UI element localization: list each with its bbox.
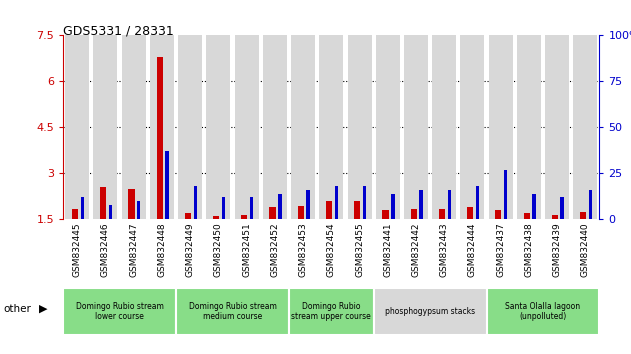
Bar xyxy=(176,288,289,335)
Bar xyxy=(560,198,564,219)
Text: GSM832441: GSM832441 xyxy=(383,223,392,277)
Text: GSM832455: GSM832455 xyxy=(355,223,364,278)
Text: GSM832450: GSM832450 xyxy=(214,223,223,278)
Bar xyxy=(291,35,315,219)
Bar xyxy=(109,205,112,219)
Bar xyxy=(487,288,599,335)
Bar xyxy=(235,35,259,219)
Text: GSM832440: GSM832440 xyxy=(581,223,590,277)
Bar xyxy=(334,186,338,219)
Bar xyxy=(404,35,428,219)
Text: Domingo Rubio
stream upper course: Domingo Rubio stream upper course xyxy=(292,302,371,321)
Bar xyxy=(488,35,512,219)
Bar xyxy=(363,186,366,219)
Bar xyxy=(420,190,423,219)
Bar xyxy=(100,187,106,219)
Bar xyxy=(391,194,394,219)
Bar xyxy=(307,190,310,219)
Text: GDS5331 / 28331: GDS5331 / 28331 xyxy=(63,25,174,38)
Bar xyxy=(178,35,202,219)
Bar xyxy=(589,190,592,219)
Text: GSM832443: GSM832443 xyxy=(440,223,449,277)
Bar xyxy=(432,35,456,219)
Text: GSM832451: GSM832451 xyxy=(242,223,251,278)
Bar xyxy=(551,215,558,219)
Bar xyxy=(63,288,176,335)
Bar xyxy=(81,198,84,219)
Bar xyxy=(524,213,529,219)
Bar xyxy=(580,212,586,219)
Bar xyxy=(150,35,174,219)
Text: GSM832439: GSM832439 xyxy=(553,223,562,278)
Bar xyxy=(354,201,360,219)
Bar xyxy=(156,57,163,219)
Bar xyxy=(289,288,374,335)
Bar xyxy=(206,35,230,219)
Bar xyxy=(137,201,141,219)
Bar xyxy=(213,216,219,219)
Bar xyxy=(495,210,502,219)
Bar xyxy=(93,35,117,219)
Bar xyxy=(374,288,487,335)
Text: GSM832449: GSM832449 xyxy=(186,223,194,277)
Text: GSM832447: GSM832447 xyxy=(129,223,138,277)
Bar xyxy=(122,35,146,219)
Bar xyxy=(348,35,372,219)
Bar xyxy=(250,198,254,219)
Bar xyxy=(185,213,191,219)
Bar xyxy=(72,209,78,219)
Bar xyxy=(278,194,281,219)
Text: GSM832448: GSM832448 xyxy=(157,223,167,277)
Text: GSM832444: GSM832444 xyxy=(468,223,477,277)
Text: Domingo Rubio stream
lower course: Domingo Rubio stream lower course xyxy=(76,302,163,321)
Bar xyxy=(533,194,536,219)
Bar xyxy=(517,35,541,219)
Bar xyxy=(461,35,485,219)
Bar xyxy=(476,186,479,219)
Text: Santa Olalla lagoon
(unpolluted): Santa Olalla lagoon (unpolluted) xyxy=(505,302,581,321)
Text: GSM832454: GSM832454 xyxy=(327,223,336,277)
Bar xyxy=(298,206,304,219)
Text: GSM832442: GSM832442 xyxy=(411,223,420,277)
Bar xyxy=(545,35,569,219)
Text: GSM832438: GSM832438 xyxy=(524,223,533,278)
Bar xyxy=(326,201,332,219)
Bar xyxy=(382,210,389,219)
Bar xyxy=(447,190,451,219)
Bar xyxy=(319,35,343,219)
Text: phosphogypsum stacks: phosphogypsum stacks xyxy=(385,307,475,316)
Text: other: other xyxy=(3,304,31,314)
Bar xyxy=(504,170,507,219)
Text: GSM832446: GSM832446 xyxy=(101,223,110,277)
Text: GSM832445: GSM832445 xyxy=(73,223,81,277)
Bar xyxy=(194,186,197,219)
Text: Domingo Rubio stream
medium course: Domingo Rubio stream medium course xyxy=(189,302,276,321)
Bar xyxy=(375,35,399,219)
Text: GSM832453: GSM832453 xyxy=(298,223,307,278)
Bar xyxy=(574,35,598,219)
Bar xyxy=(439,209,445,219)
Bar xyxy=(128,189,134,219)
Text: GSM832452: GSM832452 xyxy=(270,223,280,277)
Bar xyxy=(165,152,168,219)
Bar xyxy=(411,209,417,219)
Bar xyxy=(467,207,473,219)
Bar xyxy=(269,207,276,219)
Bar xyxy=(263,35,287,219)
Bar xyxy=(241,215,247,219)
Text: ▶: ▶ xyxy=(39,304,47,314)
Bar xyxy=(65,35,89,219)
Bar xyxy=(221,198,225,219)
Text: GSM832437: GSM832437 xyxy=(496,223,505,278)
